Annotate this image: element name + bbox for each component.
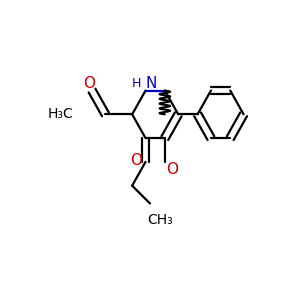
Text: O: O — [166, 162, 178, 177]
Text: N: N — [146, 76, 157, 91]
Text: O: O — [83, 76, 95, 91]
Text: CH₃: CH₃ — [148, 213, 173, 227]
Text: H: H — [132, 76, 141, 90]
Text: O: O — [130, 153, 142, 168]
Text: H₃C: H₃C — [48, 107, 74, 121]
